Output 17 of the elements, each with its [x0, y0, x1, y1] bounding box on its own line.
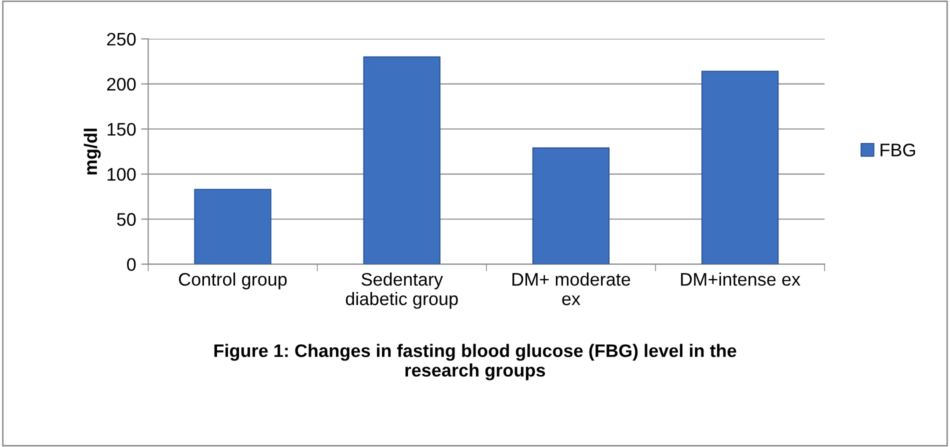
y-tick-label: 200: [107, 78, 136, 91]
bar: [532, 147, 610, 264]
bar: [194, 188, 272, 264]
x-tick-label: DM+intense ex: [681, 272, 800, 286]
y-tick-label: 0: [127, 258, 136, 271]
y-tick-label: 50: [117, 213, 136, 226]
x-tick-label: DM+ moderate ex: [512, 272, 630, 306]
y-tick-label: 250: [107, 32, 136, 46]
x-tick-label: Control group: [178, 272, 287, 290]
y-tick-label: 150: [108, 122, 136, 136]
legend-label: FBG: [880, 144, 915, 156]
bar: [363, 56, 440, 264]
bar: [701, 70, 779, 264]
y-axis-title: mg/dl: [84, 128, 101, 174]
y-tick-label: 100: [108, 168, 136, 181]
x-tick-label: Sedentary diabetic group: [346, 272, 458, 309]
text: Figure 1: Changes in fasting blood glucose (FBG) level in the research groups: [214, 344, 736, 380]
